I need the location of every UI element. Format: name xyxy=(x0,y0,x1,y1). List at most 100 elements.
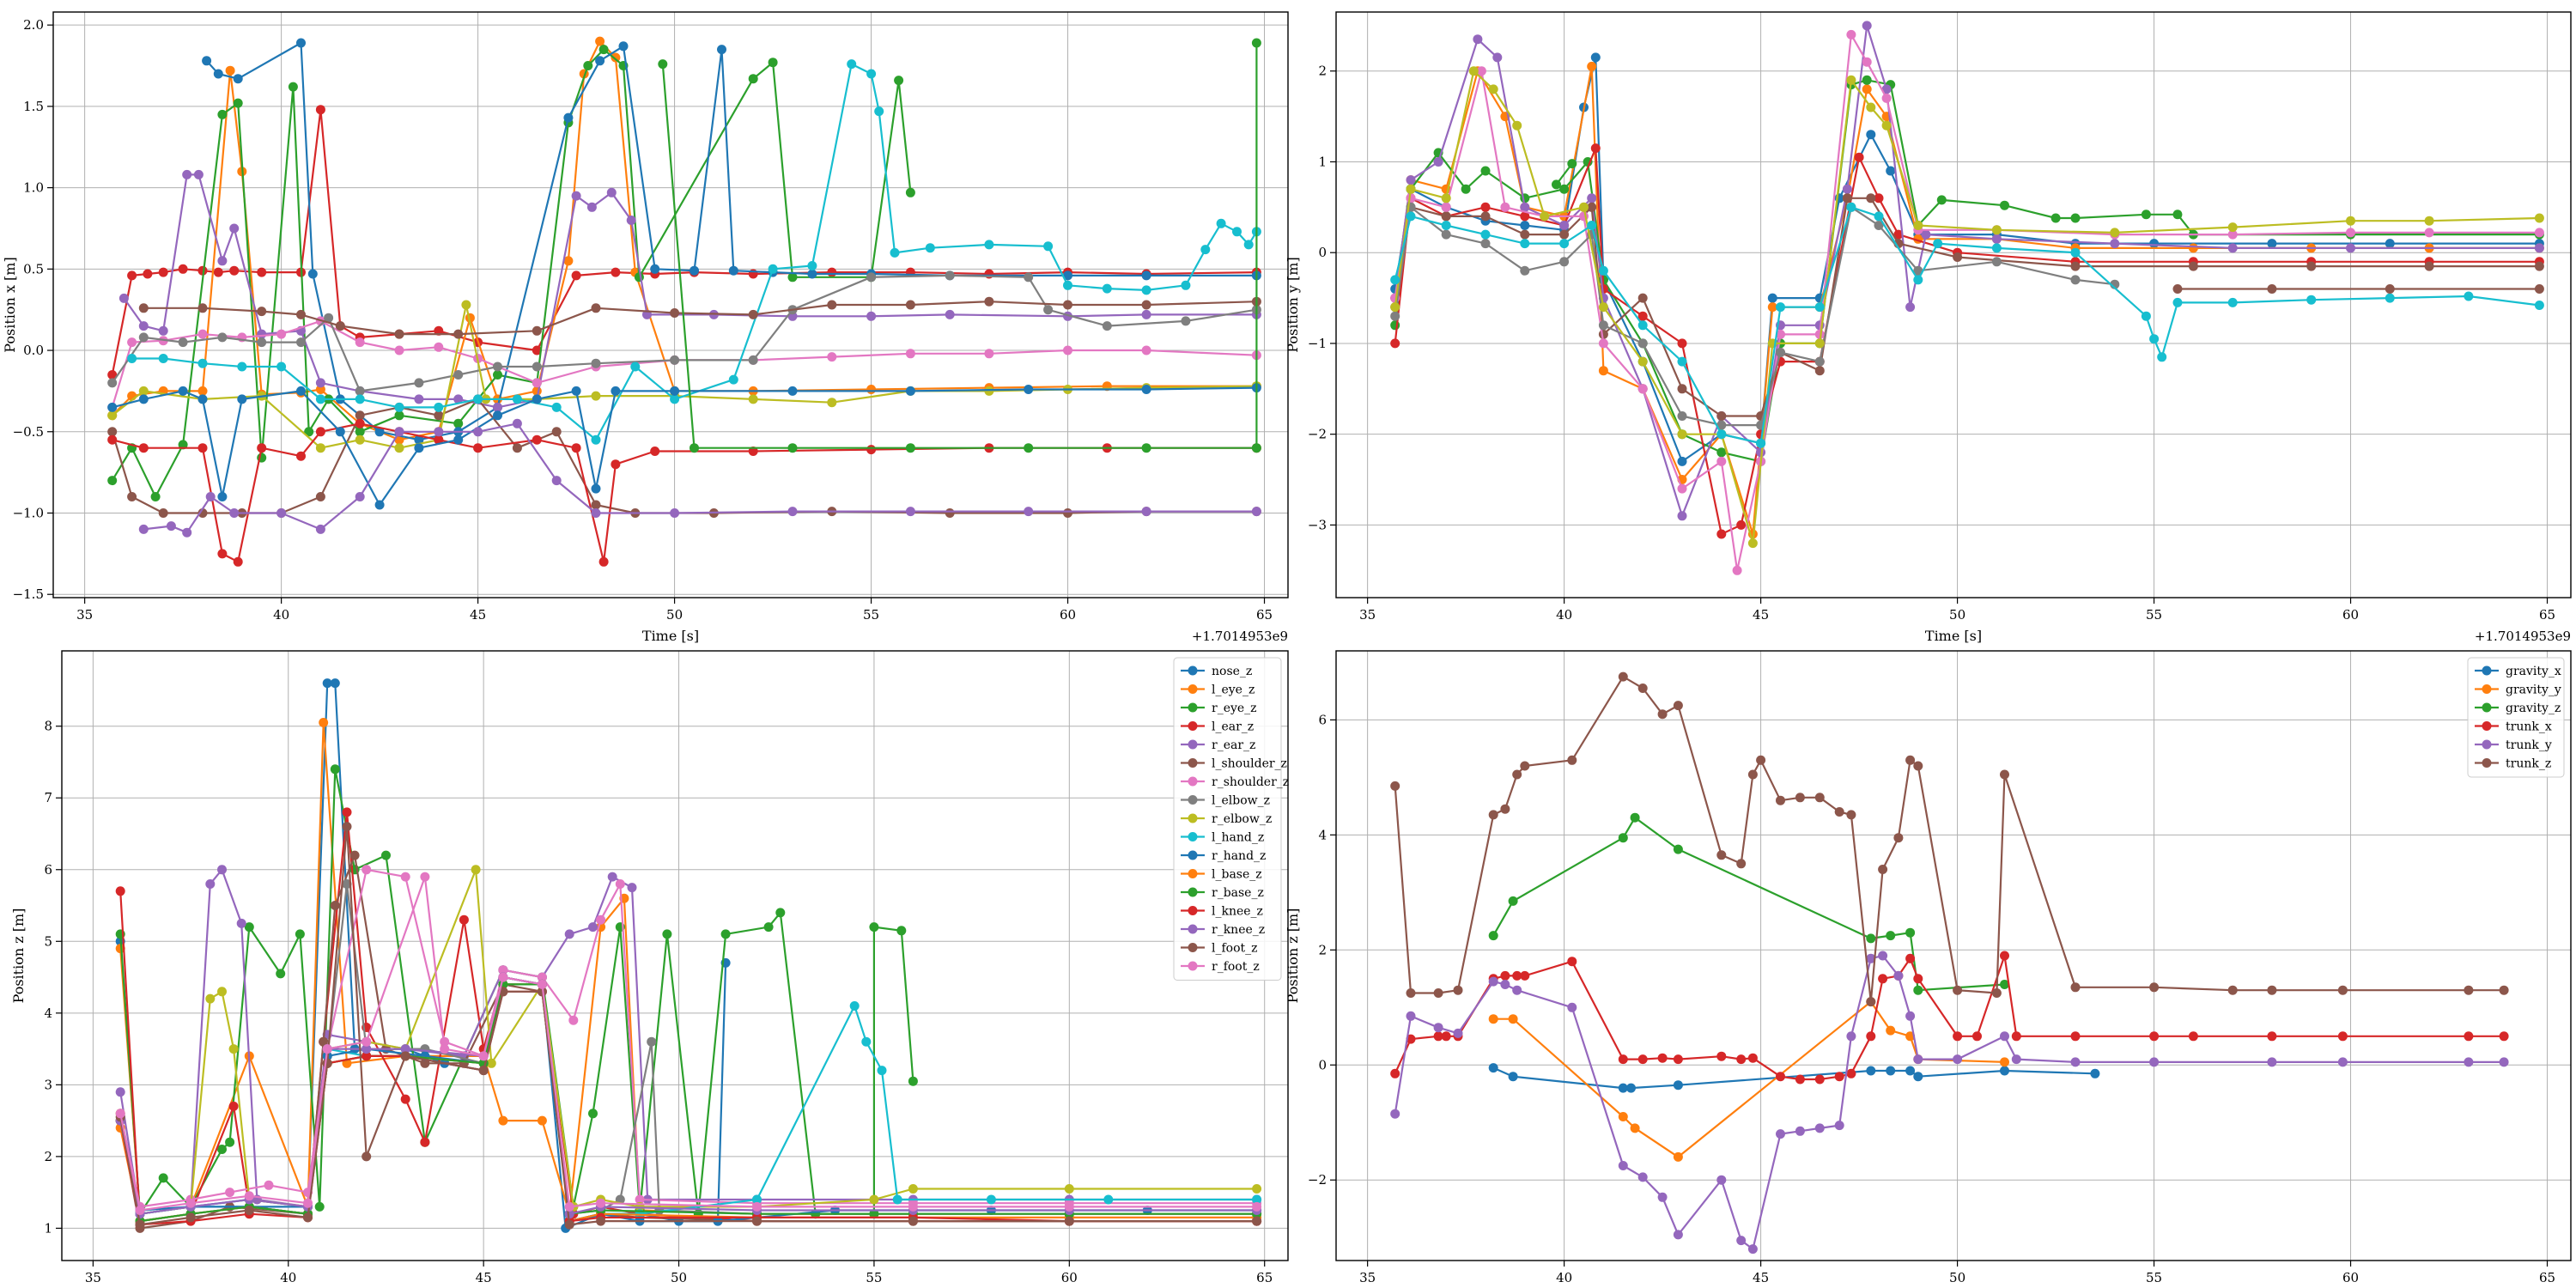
series-group xyxy=(107,36,1261,567)
data-point xyxy=(1814,356,1825,367)
data-point xyxy=(1913,275,1923,285)
data-point xyxy=(945,508,955,518)
data-point xyxy=(1390,781,1400,791)
data-point xyxy=(143,269,153,279)
series-line xyxy=(119,868,1257,1215)
legend-marker xyxy=(2482,665,2492,676)
x-tick-label: 60 xyxy=(2342,1270,2359,1285)
data-point xyxy=(1866,193,1876,204)
data-point xyxy=(670,308,680,318)
data-point xyxy=(752,1201,762,1212)
data-point xyxy=(1673,1230,1683,1240)
data-point xyxy=(1716,850,1727,860)
data-point xyxy=(1893,833,1904,843)
data-point xyxy=(2267,1057,2277,1067)
data-point xyxy=(1512,985,1522,995)
data-point xyxy=(690,265,699,276)
subplot-position-x: 35 40 45 50 55 60 65 −1.5 −1.0 −0.5 0.0 0.5 1.0 1.5 2.… xyxy=(2,11,1289,644)
data-point xyxy=(107,370,118,380)
data-point xyxy=(178,264,188,274)
y-tick-label: −1 xyxy=(1308,336,1327,351)
data-point xyxy=(1064,1216,1074,1226)
x-tick-label: 60 xyxy=(1060,607,1076,623)
x-tick-label: 50 xyxy=(671,1270,687,1285)
legend-marker xyxy=(2482,739,2492,750)
data-point xyxy=(2149,239,2160,249)
x-tick-label: 50 xyxy=(1949,1270,1965,1285)
data-point xyxy=(1913,1072,1923,1082)
legend-marker xyxy=(2482,721,2492,731)
data-point xyxy=(752,1194,762,1205)
data-point xyxy=(205,492,216,501)
data-point xyxy=(197,303,208,313)
data-point xyxy=(1716,429,1727,440)
data-point xyxy=(138,386,149,396)
data-point xyxy=(342,807,352,817)
legend-marker xyxy=(1188,776,1198,787)
data-point xyxy=(866,311,877,321)
data-point xyxy=(296,451,306,461)
data-point xyxy=(2464,985,2474,995)
data-point xyxy=(197,358,208,368)
data-point xyxy=(551,427,562,437)
data-point xyxy=(335,321,345,331)
data-point xyxy=(453,394,464,404)
y-tick-label: −1.0 xyxy=(13,505,44,520)
data-point xyxy=(1657,1053,1668,1063)
data-point xyxy=(2000,200,2009,210)
data-point xyxy=(107,378,118,388)
y-tick-label: 0.5 xyxy=(23,261,44,276)
data-point xyxy=(583,61,593,70)
series-line xyxy=(1492,817,2005,992)
data-point xyxy=(1141,285,1151,295)
series-group xyxy=(115,678,1262,1233)
data-point xyxy=(1677,338,1687,349)
data-point xyxy=(571,191,581,201)
data-point xyxy=(768,264,778,274)
legend-label: gravity_z xyxy=(2506,702,2561,715)
data-point xyxy=(2227,243,2238,253)
data-point xyxy=(138,524,149,534)
data-point xyxy=(1756,755,1766,765)
data-point xyxy=(2534,228,2544,238)
y-axis-label: Position x [m] xyxy=(2,257,18,352)
data-point xyxy=(158,267,168,277)
y-tick-label: 4 xyxy=(1318,827,1327,842)
data-point xyxy=(107,402,118,412)
data-point xyxy=(807,269,817,279)
y-tick-label: 1 xyxy=(44,1220,52,1236)
data-point xyxy=(400,1044,410,1054)
data-point xyxy=(257,337,267,348)
data-point xyxy=(1141,345,1151,355)
data-point xyxy=(571,443,581,453)
data-point xyxy=(1390,275,1400,285)
data-point xyxy=(1716,1175,1727,1185)
data-point xyxy=(1921,229,1931,240)
data-point xyxy=(493,370,502,380)
data-point xyxy=(315,394,325,404)
data-point xyxy=(1637,311,1648,321)
legend-label: trunk_z xyxy=(2506,757,2551,771)
legend-marker xyxy=(1188,906,1198,915)
data-point xyxy=(1747,538,1758,549)
data-point xyxy=(1063,508,1072,518)
data-point xyxy=(1618,1161,1628,1170)
data-point xyxy=(1874,193,1884,204)
legend-marker xyxy=(1188,813,1198,823)
data-point xyxy=(1390,338,1400,349)
data-point xyxy=(984,296,994,307)
data-point xyxy=(295,929,305,939)
data-point xyxy=(787,272,798,283)
data-point xyxy=(1991,225,2002,235)
data-point xyxy=(1776,329,1785,339)
x-tick-label: 50 xyxy=(666,607,683,623)
data-point xyxy=(1913,1054,1923,1065)
data-point xyxy=(107,410,118,421)
data-point xyxy=(361,1044,372,1054)
data-point xyxy=(197,394,208,404)
data-point xyxy=(1673,1151,1683,1162)
data-point xyxy=(394,443,404,453)
data-point xyxy=(827,267,837,277)
legend-marker xyxy=(2482,702,2492,713)
x-axis-label: Time [s] xyxy=(642,628,699,644)
